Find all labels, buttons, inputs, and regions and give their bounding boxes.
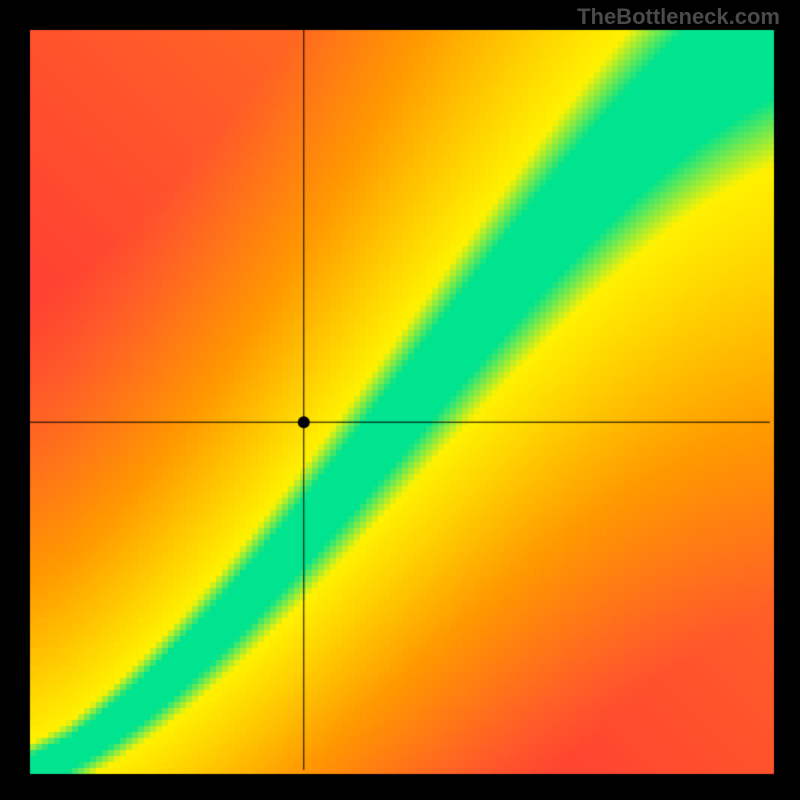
bottleneck-heatmap-canvas <box>0 0 800 800</box>
attribution-label: TheBottleneck.com <box>577 4 780 30</box>
chart-container: TheBottleneck.com <box>0 0 800 800</box>
